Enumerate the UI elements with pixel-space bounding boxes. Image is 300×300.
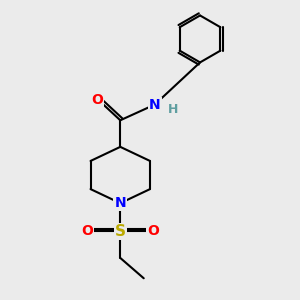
Text: H: H — [168, 103, 179, 116]
Text: O: O — [82, 224, 93, 238]
Text: S: S — [115, 224, 126, 239]
Text: O: O — [91, 93, 103, 107]
Text: O: O — [147, 224, 159, 238]
Text: N: N — [149, 98, 161, 112]
Text: N: N — [115, 196, 126, 210]
